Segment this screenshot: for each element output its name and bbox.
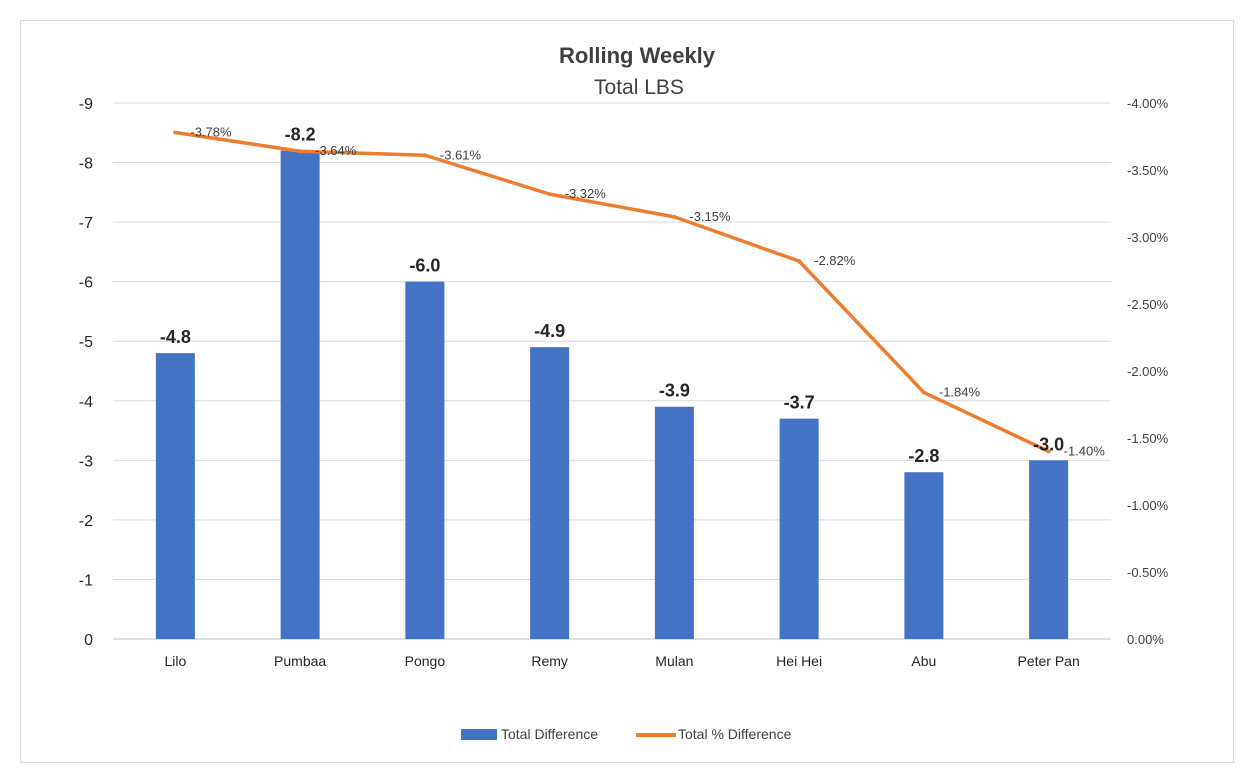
x-tick-label: Pongo bbox=[405, 653, 446, 669]
line-data-label: -1.84% bbox=[939, 384, 981, 399]
y-right-tick-label: -1.50% bbox=[1127, 431, 1169, 446]
bar-data-label: -6.0 bbox=[409, 256, 440, 276]
y-left-tick-label: -4 bbox=[79, 394, 93, 411]
y-right-tick-label: -4.00% bbox=[1127, 96, 1169, 111]
bar-data-label: -3.0 bbox=[1033, 434, 1064, 454]
line-data-label: -3.64% bbox=[315, 143, 357, 158]
y-right-tick-label: -0.50% bbox=[1127, 565, 1169, 580]
y-right-tick-label: 0.00% bbox=[1127, 632, 1164, 647]
axes: 0 -1 -2 -3 -4 -5 -6 -7 -8 -9 0.00% -0.50% -1.00% -1.5… bbox=[79, 96, 1169, 669]
bar bbox=[1029, 460, 1069, 639]
line-path bbox=[173, 130, 1051, 454]
x-tick-label: Pumbaa bbox=[274, 653, 326, 669]
line-data-label: -3.15% bbox=[689, 209, 731, 224]
line-point bbox=[672, 214, 677, 219]
bar-data-label: -8.2 bbox=[285, 125, 316, 145]
line-data-label: -1.40% bbox=[1064, 443, 1106, 458]
bar-series bbox=[155, 150, 1069, 639]
y-left-tick-label: -3 bbox=[79, 453, 93, 470]
gridlines bbox=[113, 102, 1111, 640]
line-data-label: -3.78% bbox=[190, 124, 232, 139]
bar bbox=[654, 406, 694, 639]
bar bbox=[405, 281, 445, 639]
data-labels: -4.8 -8.2 -6.0 -4.9 -3.9 -3.7 -2.8 -3.0 -3.78% -3… bbox=[160, 124, 1105, 466]
line-point bbox=[797, 259, 802, 264]
line-point bbox=[547, 192, 552, 197]
y-right-tick-label: -2.00% bbox=[1127, 364, 1169, 379]
y-left-tick-label: -1 bbox=[79, 572, 93, 589]
x-tick-label: Abu bbox=[911, 653, 936, 669]
legend-swatch-total-difference bbox=[461, 729, 497, 740]
line-point bbox=[422, 153, 427, 158]
bar bbox=[280, 150, 320, 639]
y-right-tick-label: -2.50% bbox=[1127, 297, 1169, 312]
line-data-label: -2.82% bbox=[814, 253, 856, 268]
bar bbox=[779, 418, 819, 639]
legend: Total Difference Total % Difference bbox=[461, 726, 792, 742]
line-point bbox=[1046, 449, 1051, 454]
chart-title: Rolling Weekly bbox=[559, 43, 716, 68]
line-series bbox=[173, 130, 1051, 454]
y-left-tick-label: -9 bbox=[79, 96, 93, 113]
x-tick-label: Remy bbox=[531, 653, 568, 669]
x-tick-label: Peter Pan bbox=[1017, 653, 1079, 669]
x-tick-label: Hei Hei bbox=[776, 653, 822, 669]
bar bbox=[530, 347, 570, 639]
y-right-tick-label: -1.00% bbox=[1127, 498, 1169, 513]
line-point bbox=[921, 390, 926, 395]
legend-label-total-difference: Total Difference bbox=[501, 726, 598, 742]
bar-data-label: -2.8 bbox=[908, 446, 939, 466]
bar-data-label: -4.9 bbox=[534, 321, 565, 341]
y-left-tick-label: -2 bbox=[79, 513, 93, 530]
legend-label-total-pct-difference: Total % Difference bbox=[678, 726, 792, 742]
y-left-tick-label: -5 bbox=[79, 334, 93, 351]
y-left-tick-label: -7 bbox=[79, 215, 93, 232]
bar bbox=[904, 472, 944, 639]
y-left-tick-label: -8 bbox=[79, 156, 93, 173]
y-left-tick-label: 0 bbox=[84, 632, 93, 649]
bar-data-label: -3.9 bbox=[659, 381, 690, 401]
line-point bbox=[298, 149, 303, 154]
y-right-tick-label: -3.00% bbox=[1127, 230, 1169, 245]
bar-data-label: -3.7 bbox=[784, 393, 815, 413]
line-point bbox=[173, 130, 178, 135]
bar bbox=[155, 353, 195, 639]
line-data-label: -3.61% bbox=[440, 147, 482, 162]
x-tick-label: Lilo bbox=[164, 653, 186, 669]
y-right-tick-label: -3.50% bbox=[1127, 163, 1169, 178]
y-left-tick-label: -6 bbox=[79, 275, 93, 292]
x-tick-label: Mulan bbox=[655, 653, 693, 669]
bar-data-label: -4.8 bbox=[160, 327, 191, 347]
line-data-label: -3.32% bbox=[565, 186, 607, 201]
chart-subtitle: Total LBS bbox=[594, 76, 684, 99]
